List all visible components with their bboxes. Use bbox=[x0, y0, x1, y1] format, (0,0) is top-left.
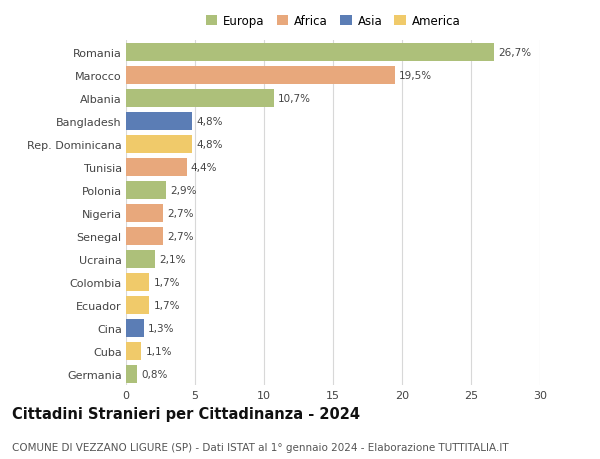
Bar bbox=[126, 113, 192, 130]
Text: 4,8%: 4,8% bbox=[196, 140, 223, 150]
Text: 1,3%: 1,3% bbox=[148, 323, 175, 333]
Text: 2,9%: 2,9% bbox=[170, 185, 197, 196]
Bar bbox=[126, 159, 187, 176]
Bar bbox=[126, 342, 141, 360]
Bar bbox=[126, 67, 395, 84]
Bar bbox=[126, 297, 149, 314]
Text: 26,7%: 26,7% bbox=[499, 48, 532, 58]
Bar bbox=[126, 44, 494, 62]
Text: Cittadini Stranieri per Cittadinanza - 2024: Cittadini Stranieri per Cittadinanza - 2… bbox=[12, 406, 360, 421]
Text: 2,7%: 2,7% bbox=[167, 231, 194, 241]
Text: 1,7%: 1,7% bbox=[154, 277, 180, 287]
Bar bbox=[126, 228, 163, 245]
Text: 2,7%: 2,7% bbox=[167, 208, 194, 218]
Text: 4,4%: 4,4% bbox=[191, 162, 217, 173]
Legend: Europa, Africa, Asia, America: Europa, Africa, Asia, America bbox=[203, 13, 463, 30]
Bar bbox=[126, 365, 137, 383]
Text: 0,8%: 0,8% bbox=[141, 369, 167, 379]
Text: 4,8%: 4,8% bbox=[196, 117, 223, 127]
Text: 19,5%: 19,5% bbox=[399, 71, 433, 81]
Bar bbox=[126, 136, 192, 153]
Bar bbox=[126, 274, 149, 291]
Bar bbox=[126, 319, 144, 337]
Bar bbox=[126, 205, 163, 222]
Text: 1,7%: 1,7% bbox=[154, 300, 180, 310]
Bar bbox=[126, 182, 166, 199]
Text: 10,7%: 10,7% bbox=[278, 94, 311, 104]
Bar bbox=[126, 251, 155, 268]
Bar bbox=[126, 90, 274, 107]
Text: 2,1%: 2,1% bbox=[159, 254, 185, 264]
Text: 1,1%: 1,1% bbox=[145, 346, 172, 356]
Text: COMUNE DI VEZZANO LIGURE (SP) - Dati ISTAT al 1° gennaio 2024 - Elaborazione TUT: COMUNE DI VEZZANO LIGURE (SP) - Dati IST… bbox=[12, 442, 509, 452]
